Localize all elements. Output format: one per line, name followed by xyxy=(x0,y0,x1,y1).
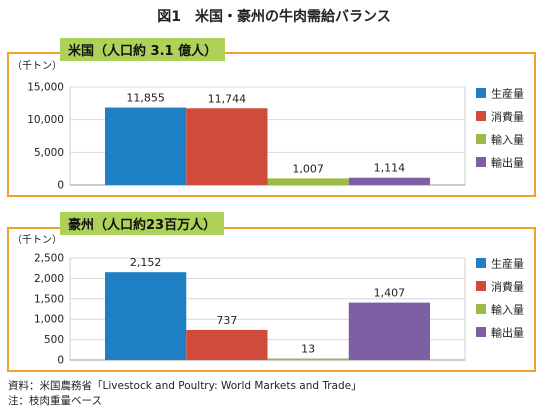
us-bar-2 xyxy=(186,108,268,185)
au-legend-label: 輸出量 xyxy=(491,326,524,340)
us-legend-swatch xyxy=(476,134,486,144)
source-note: 資料：米国農務省「Livestock and Poultry: World Ma… xyxy=(8,380,362,392)
au-chart-title: 豪州（人口約23百万人） xyxy=(60,212,225,235)
us-bar-3 xyxy=(267,178,349,185)
us-bar-1 xyxy=(105,107,187,185)
au-y-tick-label: 0 xyxy=(57,355,64,367)
au-chart-panel xyxy=(7,227,536,372)
us-legend-label: 生産量 xyxy=(491,87,524,101)
au-legend-swatch xyxy=(476,281,486,291)
au-legend-swatch xyxy=(476,304,486,314)
au-y-tick-label: 1,000 xyxy=(34,314,64,326)
us-chart-panel xyxy=(7,52,536,197)
au-bar-4 xyxy=(348,302,430,360)
au-bar-value-label: 737 xyxy=(216,314,237,327)
au-bar-2 xyxy=(186,329,268,360)
au-legend-label: 生産量 xyxy=(491,257,524,271)
us-bar-value-label: 1,114 xyxy=(374,162,406,175)
au-y-tick-label: 2,000 xyxy=(34,273,64,285)
au-bar-3 xyxy=(267,358,349,360)
au-y-tick-label: 2,500 xyxy=(34,253,64,265)
au-legend-swatch xyxy=(476,327,486,337)
au-y-tick-label: 500 xyxy=(44,334,64,346)
us-y-axis-label: （千トン） xyxy=(12,60,62,72)
us-legend-swatch xyxy=(476,157,486,167)
us-bar-4 xyxy=(348,177,430,185)
us-legend-swatch xyxy=(476,88,486,98)
weight-note: 注：枝肉重量ベース xyxy=(8,395,102,407)
us-y-tick-label: 5,000 xyxy=(34,147,64,159)
au-legend-label: 消費量 xyxy=(491,280,524,294)
au-bar-value-label: 13 xyxy=(301,343,315,356)
au-y-tick-label: 1,500 xyxy=(34,293,64,305)
us-chart-title: 米国（人口約 3.1 億人） xyxy=(60,38,226,61)
us-legend-label: 輸入量 xyxy=(491,133,524,147)
au-legend-label: 輸入量 xyxy=(491,303,524,317)
figure-title: 図1 米国・豪州の牛肉需給バランス xyxy=(157,9,391,25)
us-bar-value-label: 1,007 xyxy=(292,162,324,175)
us-bar-value-label: 11,855 xyxy=(126,92,165,105)
us-y-tick-label: 0 xyxy=(57,180,64,192)
us-bar-value-label: 11,744 xyxy=(208,92,247,105)
us-legend-swatch xyxy=(476,111,486,121)
au-bar-value-label: 2,152 xyxy=(130,256,162,269)
us-y-tick-label: 15,000 xyxy=(27,82,64,94)
us-legend-label: 消費量 xyxy=(491,110,524,124)
us-y-tick-label: 10,000 xyxy=(27,114,64,126)
au-bar-1 xyxy=(105,272,187,360)
au-y-axis-label: （千トン） xyxy=(12,234,62,246)
au-bar-value-label: 1,407 xyxy=(374,287,406,300)
us-legend-label: 輸出量 xyxy=(491,156,524,170)
au-legend-swatch xyxy=(476,258,486,268)
